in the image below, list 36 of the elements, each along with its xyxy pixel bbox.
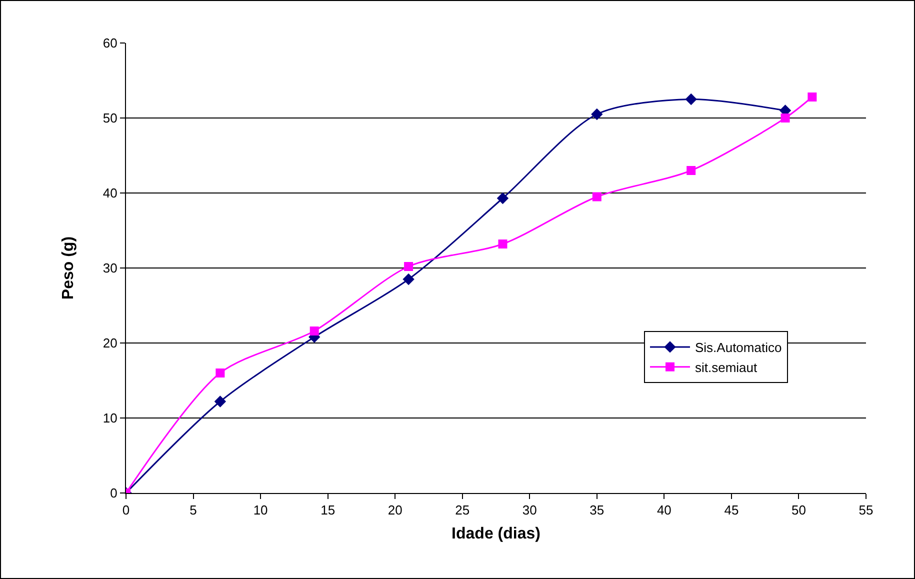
y-tick-label: 50	[102, 110, 118, 126]
x-tick-label: 40	[656, 502, 672, 518]
y-axis-title: Peso (g)	[60, 236, 77, 300]
point	[592, 192, 602, 202]
x-tick-label: 50	[791, 502, 806, 518]
legend-label: Sis.Automatico	[695, 340, 782, 356]
y-tick-label: 60	[102, 36, 118, 51]
point	[496, 192, 509, 204]
point	[686, 166, 696, 175]
x-tick-label: 30	[522, 502, 537, 518]
point	[498, 240, 508, 248]
point	[216, 368, 225, 378]
x-tick-label: 10	[253, 502, 268, 518]
x-tick-label: 55	[858, 502, 874, 518]
y-tick-label: 40	[102, 186, 118, 201]
point	[685, 93, 697, 106]
x-tick-label: 20	[388, 502, 402, 518]
y-tick-label: 0	[110, 486, 118, 501]
x-tick-label: 25	[455, 502, 470, 518]
point	[402, 273, 414, 286]
point	[808, 92, 817, 102]
x-tick-label: 45	[724, 502, 739, 518]
x-tick-label: 15	[320, 502, 336, 518]
point	[310, 326, 319, 336]
point	[591, 108, 603, 120]
point	[404, 262, 414, 271]
x-axis-title: Idade (dias)	[452, 525, 540, 542]
y-tick-label: 10	[102, 410, 118, 426]
y-tick-label: 30	[102, 260, 118, 276]
x-tick-label: 0	[122, 502, 130, 518]
legend-label: sit.semiaut	[695, 360, 758, 375]
point	[780, 114, 790, 122]
x-tick-label: 5	[190, 502, 197, 518]
x-tick-label: 35	[590, 502, 604, 518]
y-tick-label: 20	[102, 336, 118, 351]
point	[214, 396, 226, 408]
